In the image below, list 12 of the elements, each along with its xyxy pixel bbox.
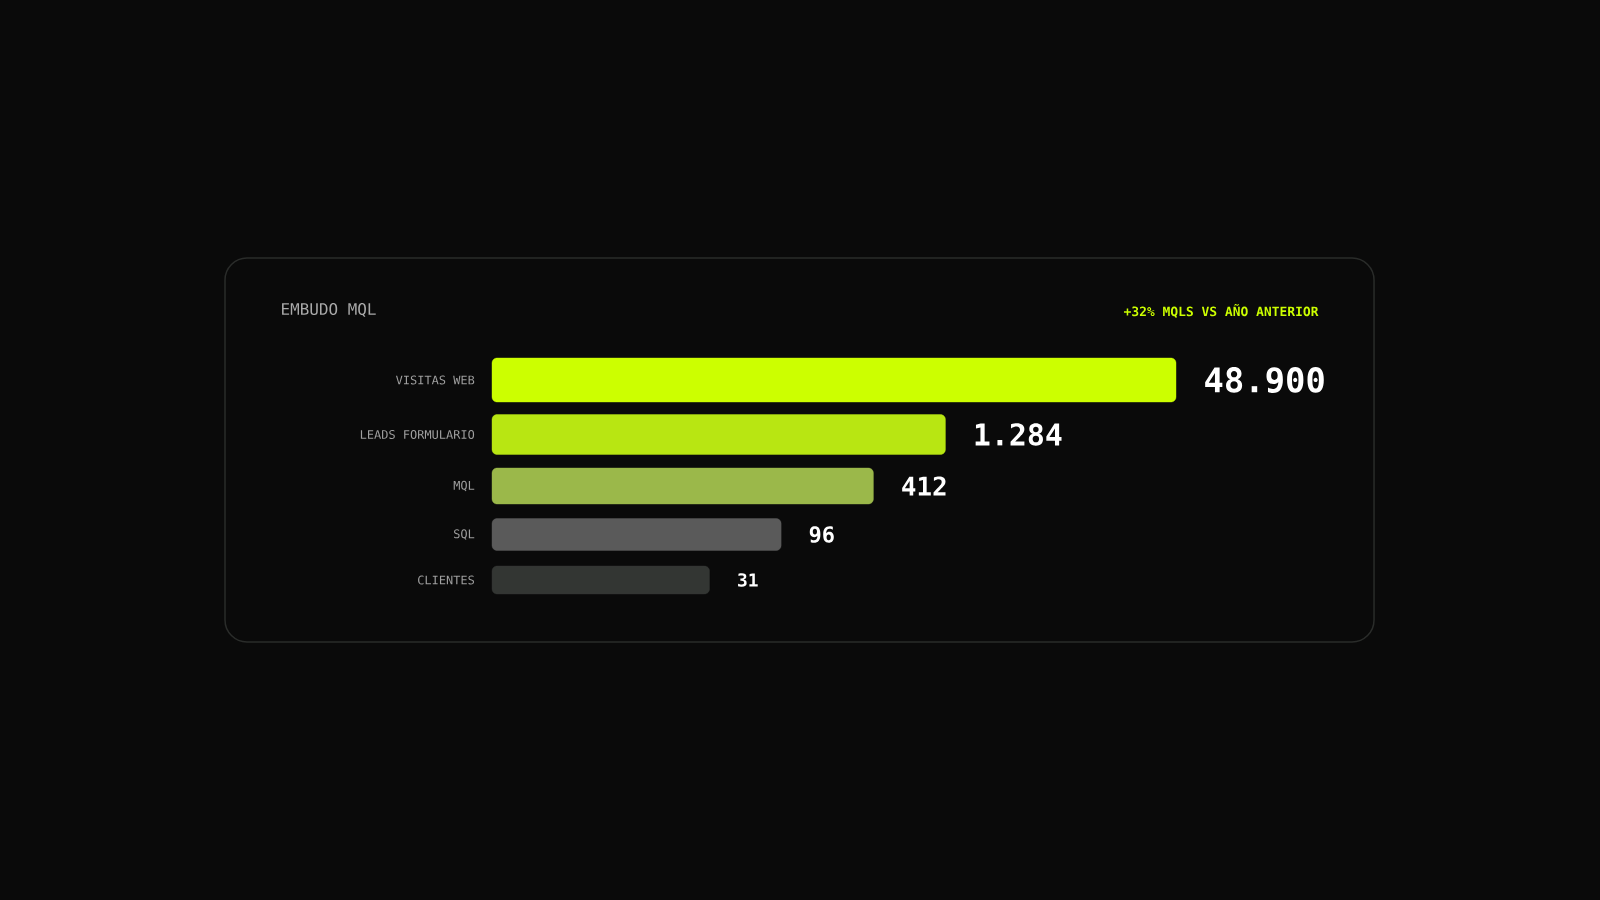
data-label: 1.284 <box>975 423 1062 446</box>
text: +32% MQLS VS AÑO ANTERIOR <box>1123 304 1319 318</box>
data-label: 412 <box>902 476 946 496</box>
category-label: LEADS FORMULARIO <box>360 429 475 440</box>
category-label: CLIENTES <box>418 575 475 585</box>
data-label: 96 <box>809 526 834 543</box>
category-label: SQL <box>454 529 475 540</box>
data-label: 31 <box>738 573 758 587</box>
text: EMBUDO MQL <box>282 303 376 317</box>
category-label: MQL <box>453 480 475 492</box>
category-label: VISITAS WEB <box>395 375 475 385</box>
data-label: 48.900 <box>1205 367 1324 393</box>
